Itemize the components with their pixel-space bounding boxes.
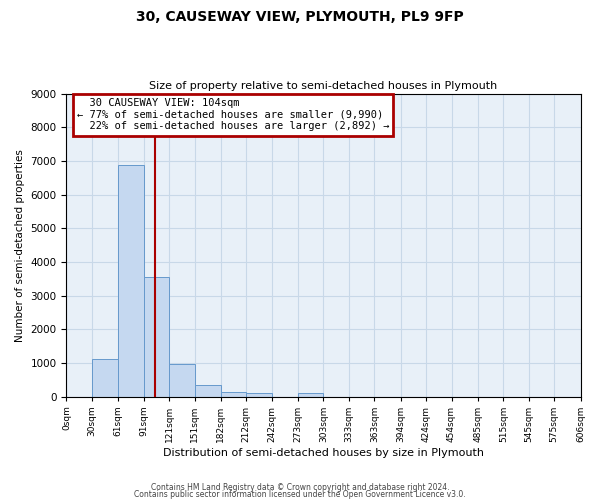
Bar: [194, 385, 221, 396]
Bar: [118, 165, 143, 396]
Bar: [246, 393, 272, 396]
Text: 30 CAUSEWAY VIEW: 104sqm
← 77% of semi-detached houses are smaller (9,990)
  22%: 30 CAUSEWAY VIEW: 104sqm ← 77% of semi-d…: [77, 98, 389, 132]
Text: Contains public sector information licensed under the Open Government Licence v3: Contains public sector information licen…: [134, 490, 466, 499]
Bar: [143, 276, 169, 396]
Text: Contains HM Land Registry data © Crown copyright and database right 2024.: Contains HM Land Registry data © Crown c…: [151, 484, 449, 492]
Text: 30, CAUSEWAY VIEW, PLYMOUTH, PL9 9FP: 30, CAUSEWAY VIEW, PLYMOUTH, PL9 9FP: [136, 10, 464, 24]
Bar: [298, 393, 323, 396]
Y-axis label: Number of semi-detached properties: Number of semi-detached properties: [15, 148, 25, 342]
Bar: [169, 364, 194, 396]
Title: Size of property relative to semi-detached houses in Plymouth: Size of property relative to semi-detach…: [149, 82, 497, 92]
Bar: [221, 392, 246, 396]
Bar: [92, 358, 118, 397]
X-axis label: Distribution of semi-detached houses by size in Plymouth: Distribution of semi-detached houses by …: [163, 448, 484, 458]
